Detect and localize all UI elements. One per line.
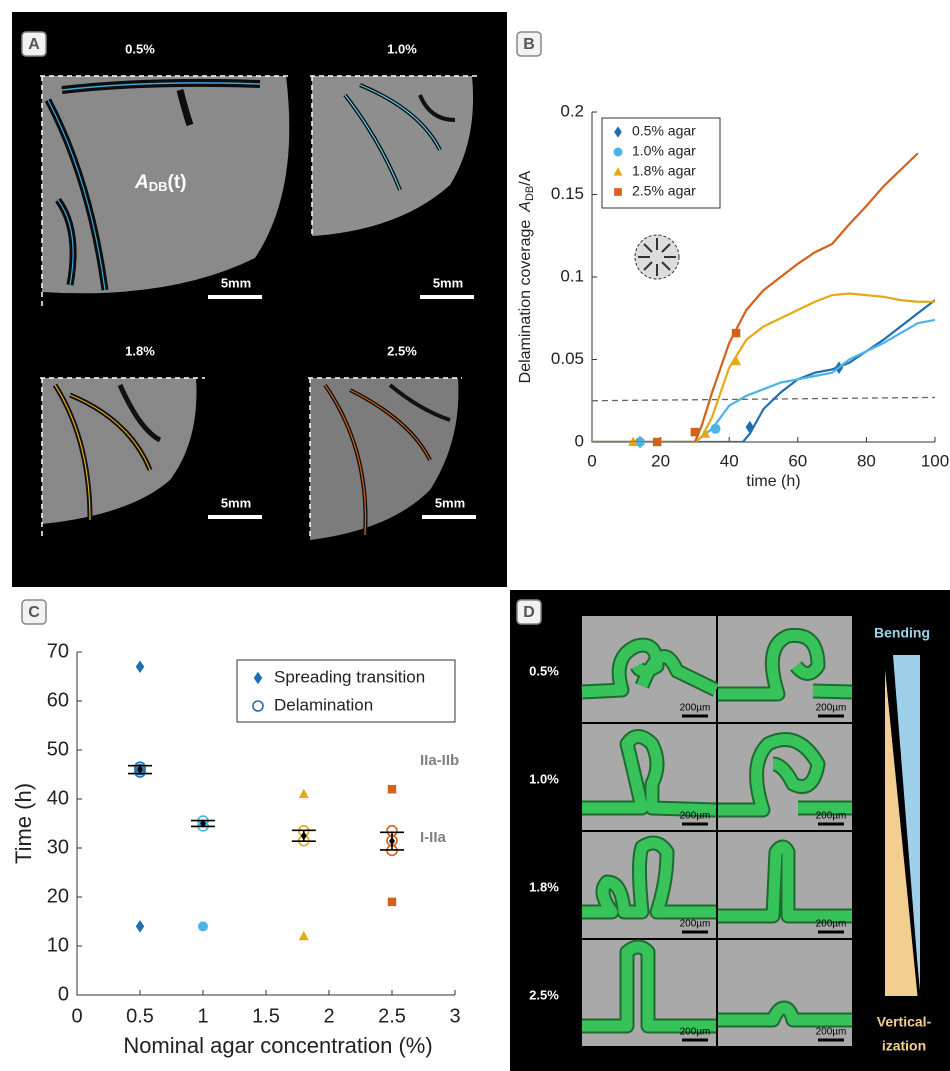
x-tick-label: 60 (788, 451, 807, 470)
panel-letter: C (28, 604, 40, 621)
marker (136, 920, 145, 933)
panel-d-label: 0.5% (529, 663, 559, 678)
sample-icon (635, 235, 679, 279)
legend-label: 1.8% agar (632, 163, 696, 179)
y-tick-label: 50 (47, 738, 69, 760)
scale-label: 5mm (221, 275, 251, 290)
panel-d-label: 1.8% (529, 879, 559, 894)
x-axis-label: Nominal agar concentration (%) (123, 1033, 432, 1058)
y-tick-label: 10 (47, 934, 69, 956)
x-tick-label: 2.5 (378, 1005, 406, 1027)
mean-marker (389, 837, 395, 846)
y-tick-label: 70 (47, 640, 69, 662)
x-tick-label: 100 (921, 451, 949, 470)
marker (732, 329, 741, 338)
panel-a-label: 1.0% (387, 41, 417, 56)
y-label-var: A (517, 201, 534, 213)
scale-label: 200µm (816, 919, 847, 930)
phase-annotation: IIa-IIb (420, 752, 459, 769)
marker (136, 660, 145, 673)
reference-line (592, 397, 935, 400)
y-label-text: Delamination coverage (517, 220, 534, 384)
panel-a-label: 0.5% (125, 41, 155, 56)
scale-label: 5mm (433, 275, 463, 290)
marker (746, 421, 755, 434)
legend-label: 0.5% agar (632, 123, 696, 139)
annotation-sub: DB (149, 179, 168, 194)
x-tick-label: 80 (857, 451, 876, 470)
marker (198, 921, 208, 931)
mean-marker (137, 765, 143, 774)
y-label-sub: DB (524, 186, 536, 201)
x-tick-label: 0.5 (126, 1005, 154, 1027)
scale-label: 200µm (680, 811, 711, 822)
y-tick-label: 40 (47, 787, 69, 809)
panel-d-label: 1.0% (529, 771, 559, 786)
legend-label: Delamination (274, 695, 373, 714)
legend-label: Spreading transition (274, 667, 425, 686)
x-tick-label: 1 (197, 1005, 208, 1027)
panel-a-label: 1.8% (125, 343, 155, 358)
panel-letter: B (523, 36, 535, 53)
vertical-label: ization (882, 1038, 926, 1054)
x-axis-label: time (h) (746, 473, 800, 490)
y-tick-label: 0 (575, 431, 584, 450)
series-line (592, 320, 935, 442)
scale-label: 5mm (221, 495, 251, 510)
panel-a-label: 2.5% (387, 343, 417, 358)
mean-marker (301, 831, 307, 840)
x-tick-label: 3 (449, 1005, 460, 1027)
phase-annotation: I-IIa (420, 829, 446, 846)
legend-marker (614, 188, 622, 196)
x-tick-label: 2 (323, 1005, 334, 1027)
y-tick-label: 0.15 (551, 184, 584, 203)
x-tick-label: 0 (71, 1005, 82, 1027)
y-label-tail: /A (517, 170, 534, 185)
legend-label: 1.0% agar (632, 143, 696, 159)
scale-label: 200µm (816, 1027, 847, 1038)
x-tick-label: 0 (587, 451, 596, 470)
scale-label: 200µm (816, 703, 847, 714)
y-tick-label: 0.05 (551, 349, 584, 368)
y-tick-label: 0.1 (560, 266, 584, 285)
scale-label: 200µm (680, 703, 711, 714)
marker (710, 424, 720, 434)
marker (299, 789, 309, 799)
marker (653, 438, 662, 447)
marker (388, 785, 397, 794)
panel-letter: A (28, 36, 40, 53)
panel-letter: D (523, 604, 535, 621)
figure: 0.5% 1.0% 1.8% 2.5% 5mm 5mm 5mm 5mm ADB(… (0, 0, 950, 1071)
annotation-var: A (134, 172, 149, 193)
x-tick-label: 40 (720, 451, 739, 470)
legend-marker (614, 148, 623, 157)
y-tick-label: 0.2 (560, 101, 584, 120)
x-tick-label: 20 (651, 451, 670, 470)
vertical-label: Vertical- (877, 1014, 932, 1030)
y-tick-label: 60 (47, 689, 69, 711)
scale-label: 200µm (680, 919, 711, 930)
y-axis-label: Time (h) (11, 783, 36, 864)
legend-label: 2.5% agar (632, 183, 696, 199)
marker (700, 428, 710, 438)
series-line (592, 294, 935, 443)
scale-label: 5mm (435, 495, 465, 510)
panel-d-label: 2.5% (529, 987, 559, 1002)
marker (691, 428, 700, 437)
marker (299, 931, 309, 941)
y-tick-label: 20 (47, 885, 69, 907)
scale-label: 200µm (680, 1027, 711, 1038)
bending-label: Bending (874, 625, 930, 641)
annotation-tail: (t) (168, 172, 187, 193)
marker (388, 898, 397, 907)
scale-label: 200µm (816, 811, 847, 822)
x-tick-label: 1.5 (252, 1005, 280, 1027)
series-line (592, 300, 935, 442)
y-tick-label: 30 (47, 836, 69, 858)
y-tick-label: 0 (58, 983, 69, 1005)
y-axis-label: Delamination coverage ADB/A (517, 170, 536, 383)
